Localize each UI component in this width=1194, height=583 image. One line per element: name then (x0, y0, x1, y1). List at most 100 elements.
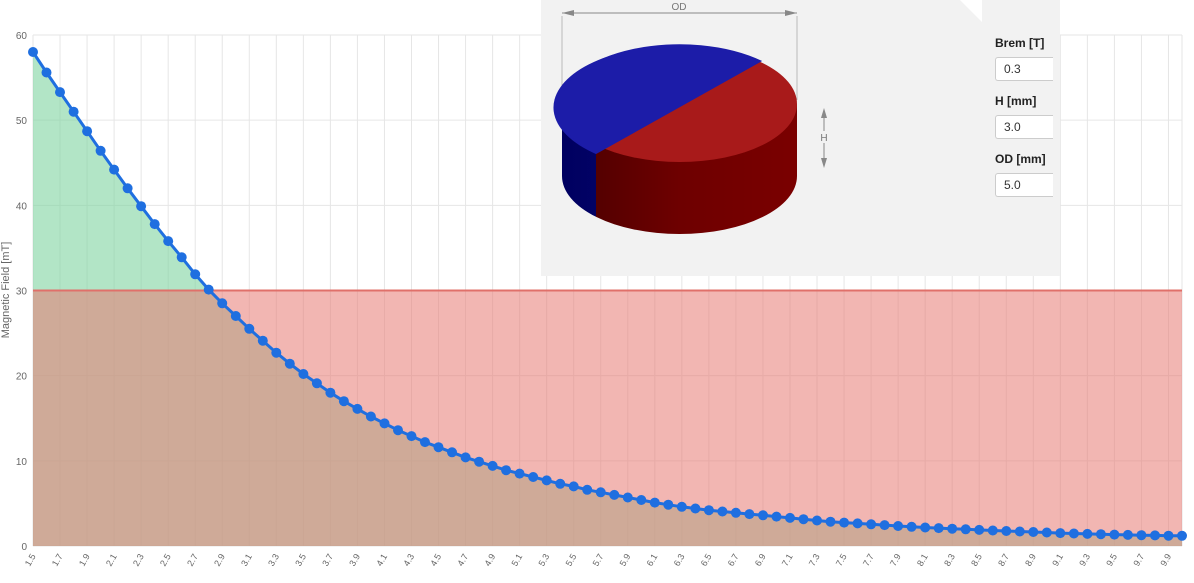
data-point (55, 87, 65, 98)
data-point (460, 452, 471, 463)
data-point (325, 387, 336, 398)
data-point (947, 523, 958, 534)
x-tick-label: 6.7 (726, 552, 741, 568)
data-point (1150, 530, 1160, 541)
y-tick-label: 0 (21, 542, 27, 553)
x-tick-label: 1.9 (77, 552, 92, 568)
data-point (717, 506, 728, 517)
panel-corner (960, 0, 982, 22)
data-point (338, 396, 349, 407)
data-point (1055, 528, 1066, 539)
x-tick-label: 3.5 (293, 552, 308, 568)
y-axis-ticks: 0 10 20 30 40 50 60 (16, 31, 28, 553)
data-point (730, 507, 741, 518)
y-tick-label: 10 (16, 457, 28, 468)
magnet-top-face (553, 44, 797, 162)
data-point (663, 499, 674, 510)
data-point (420, 437, 430, 448)
data-point (190, 269, 201, 280)
x-tick-label: 7.7 (861, 552, 876, 568)
y-tick-label: 30 (16, 287, 28, 298)
data-point (839, 517, 850, 528)
data-point (176, 252, 187, 263)
data-point (298, 369, 309, 379)
data-point (109, 164, 120, 175)
data-point (690, 503, 701, 514)
data-point (1109, 529, 1120, 540)
x-tick-label: 4.9 (482, 552, 497, 568)
x-tick-label: 3.9 (347, 552, 362, 568)
x-tick-label: 5.7 (591, 552, 606, 568)
data-point (284, 358, 295, 369)
brem-input[interactable] (995, 57, 1053, 81)
data-points (28, 47, 1187, 541)
x-tick-label: 3.3 (266, 552, 281, 568)
data-point (82, 126, 93, 137)
data-point (1028, 527, 1039, 537)
x-tick-label: 3.7 (320, 552, 335, 568)
x-tick-label: 9.7 (1131, 552, 1146, 568)
data-point (352, 403, 363, 414)
data-point (271, 347, 282, 358)
x-tick-label: 7.1 (780, 552, 795, 568)
data-point (812, 515, 822, 526)
data-point (636, 495, 647, 505)
data-point (866, 519, 877, 530)
data-point (893, 521, 904, 531)
data-point (920, 522, 931, 533)
od-input[interactable] (995, 173, 1053, 197)
x-tick-label: 9.9 (1158, 552, 1173, 568)
x-tick-label: 7.9 (888, 552, 903, 568)
data-point (406, 431, 417, 442)
magnet-diagram: OD H (553, 2, 829, 234)
data-point (230, 311, 241, 321)
data-point (379, 418, 390, 429)
data-point (798, 514, 809, 525)
height-input[interactable] (995, 115, 1053, 139)
data-point (676, 501, 687, 512)
data-point (622, 492, 633, 503)
data-point (595, 487, 606, 498)
x-tick-label: 8.5 (969, 552, 984, 568)
x-tick-label: 9.3 (1077, 552, 1092, 568)
x-tick-label: 2.1 (104, 552, 119, 568)
data-point (568, 481, 579, 492)
x-tick-label: 4.1 (374, 552, 389, 568)
data-point (244, 323, 255, 334)
x-tick-label: 4.5 (428, 552, 443, 568)
data-point (879, 520, 890, 531)
data-point (906, 521, 917, 532)
x-tick-label: 2.9 (212, 552, 227, 568)
data-point (487, 460, 498, 471)
data-point (68, 106, 79, 117)
data-point (257, 335, 268, 346)
x-axis-ticks: 1.5 1.7 1.9 2.1 2.3 2.5 2.7 2.9 3.1 3.3 3.5 3.7 3.9 4… (23, 552, 1173, 568)
od-param-label: OD [mm] (995, 152, 1046, 166)
data-point (771, 511, 782, 522)
data-point (447, 447, 457, 458)
data-point (149, 219, 160, 230)
data-point (825, 516, 836, 527)
data-point (555, 478, 566, 489)
x-tick-label: 5.1 (509, 552, 524, 568)
data-point (203, 284, 214, 295)
parameter-panel: Brem [T] H [mm] OD [mm] (995, 0, 1085, 276)
data-point (609, 489, 620, 500)
x-tick-label: 6.9 (753, 552, 768, 568)
x-tick-label: 4.7 (455, 552, 470, 568)
data-point (514, 468, 525, 479)
data-point (744, 509, 755, 520)
y-axis-label: Magnetic Field [mT] (0, 242, 12, 339)
x-tick-label: 5.5 (564, 552, 579, 568)
data-point (217, 298, 228, 309)
data-point (136, 201, 147, 212)
data-point (1136, 530, 1147, 541)
data-point (95, 145, 106, 156)
data-point (582, 484, 593, 495)
y-tick-label: 50 (16, 116, 28, 127)
x-tick-label: 1.7 (50, 552, 65, 568)
data-point (122, 183, 133, 194)
data-point (785, 512, 795, 523)
data-point (41, 67, 52, 78)
data-point (649, 497, 660, 508)
